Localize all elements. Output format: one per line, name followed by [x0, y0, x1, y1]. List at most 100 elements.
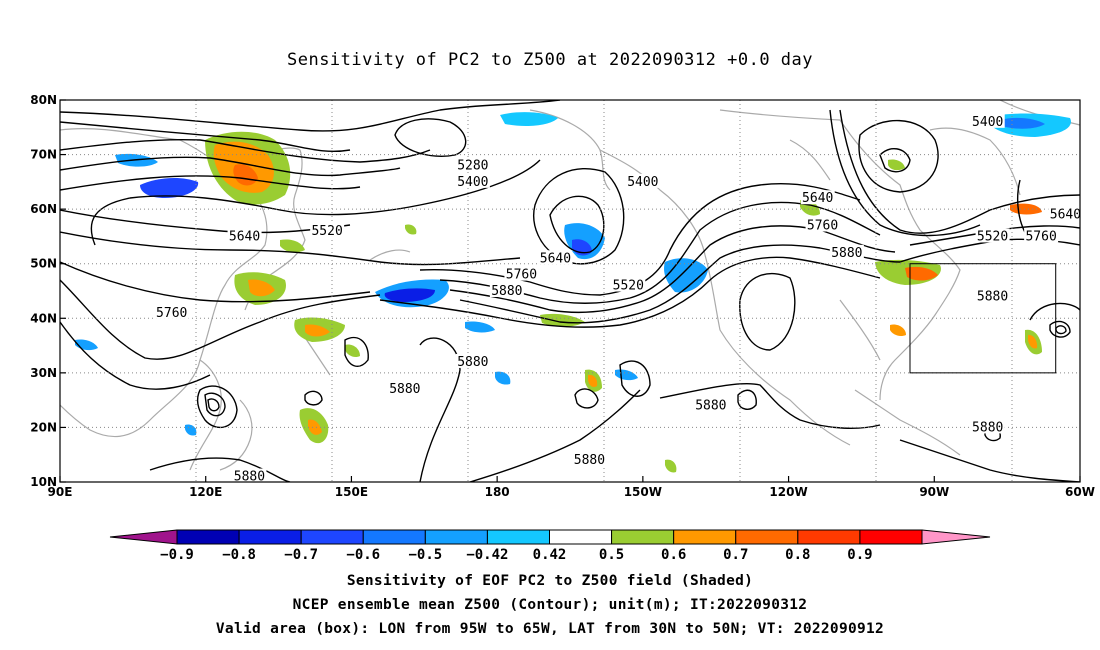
colorbar-segment	[424, 529, 488, 545]
colorbar-segment	[549, 529, 613, 545]
contour-label: 5880	[831, 246, 862, 261]
colorbar-label: −0.6	[346, 547, 380, 563]
contour-label-bg	[455, 353, 490, 368]
footer-line-2: NCEP ensemble mean Z500 (Contour); unit(…	[292, 597, 808, 613]
contour-label: 5760	[506, 268, 537, 283]
map-axes: 90E 120E 150E 180 150W 120W 90W 60W 80N 70N 60N 50N…	[30, 93, 1095, 499]
lat-tick-label: 60N	[30, 202, 57, 216]
contour-label-bg	[227, 228, 262, 243]
contour-label: 5520	[977, 229, 1008, 244]
contour-label-bg	[489, 283, 524, 297]
contour-label-bg	[829, 244, 864, 259]
lon-tick-label: 60W	[1065, 485, 1095, 499]
colorbar-label: −0.9	[160, 547, 194, 563]
contour-labels: 5280540055205640576056405760588054005520…	[154, 113, 1083, 485]
contour-label: 5520	[613, 279, 644, 294]
colorbar-arrow-low	[109, 529, 178, 545]
lon-tick-label: 90E	[48, 485, 73, 499]
contour-label-bg	[538, 250, 573, 265]
colorbar-label: 0.42	[533, 547, 567, 563]
lat-tick-label: 40N	[30, 311, 57, 325]
contour-label-bg	[387, 381, 422, 396]
contour-label-bg	[800, 190, 835, 205]
contour-label: 5880	[972, 420, 1003, 435]
contour-label: 5640	[1050, 208, 1081, 223]
contour-label-bg	[1048, 206, 1083, 221]
contour-label-bg	[572, 452, 607, 467]
contour-label: 5520	[311, 224, 342, 239]
contour-label-bg	[310, 222, 345, 237]
colorbar-segment	[859, 529, 923, 545]
contour-label: 5880	[574, 453, 605, 468]
lon-tick-label: 180	[485, 485, 510, 499]
colorbar: −0.9 −0.8 −0.7 −0.6 −0.5 −0.42 0.42 0.5 0.6 0.7 0.…	[109, 529, 991, 563]
contour-label: 5760	[807, 219, 838, 234]
colorbar-label: 0.9	[847, 547, 872, 563]
contour-label: 5880	[491, 284, 522, 299]
colorbar-segment	[735, 529, 799, 545]
colorbar-label: −0.5	[408, 547, 442, 563]
colorbar-segment	[797, 529, 861, 545]
lat-tick-label: 80N	[30, 93, 57, 107]
colorbar-segment	[362, 529, 426, 545]
footer-line-1: Sensitivity of EOF PC2 to Z500 field (Sh…	[346, 573, 754, 589]
contour-label: 5640	[802, 191, 833, 206]
contour-label: 5400	[457, 175, 488, 190]
lat-tick-label: 20N	[30, 420, 57, 434]
colorbar-label: 0.8	[785, 547, 810, 563]
contour-label-bg	[1024, 228, 1059, 243]
colorbar-label: 0.7	[723, 547, 748, 563]
lon-tick-label: 120E	[189, 485, 222, 499]
contour-label: 5880	[389, 382, 420, 397]
contour-label: 5760	[156, 306, 187, 321]
valid-area-box	[909, 263, 1057, 374]
contour-label: 5760	[1025, 229, 1056, 244]
contour-label: 5400	[627, 175, 658, 190]
lon-tick-label: 120W	[769, 485, 807, 499]
contour-label-bg	[975, 288, 1010, 303]
lon-tick-label: 90W	[919, 485, 949, 499]
contour-label-bg	[154, 304, 189, 319]
lon-tick-label: 150W	[624, 485, 662, 499]
colorbar-label: −0.42	[466, 547, 508, 563]
colorbar-label: 0.5	[599, 547, 624, 563]
contour-label-bg	[455, 173, 490, 188]
contour-label-bg	[611, 277, 646, 292]
lon-tick-label: 150E	[335, 485, 368, 499]
contour-label: 5400	[972, 115, 1003, 130]
contour-label: 5280	[457, 158, 488, 173]
colorbar-label: −0.7	[284, 547, 318, 563]
colorbar-segment	[238, 529, 302, 545]
colorbar-segment	[300, 529, 364, 545]
contour-label: 5880	[695, 399, 726, 414]
contour-label: 5640	[229, 229, 260, 244]
colorbar-segment	[176, 529, 240, 545]
colorbar-segment	[611, 529, 675, 545]
map-frame	[59, 99, 1081, 483]
lat-tick-label: 50N	[30, 257, 57, 271]
colorbar-label: −0.8	[222, 547, 256, 563]
contour-label-bg	[504, 266, 539, 281]
contour-label-bg	[975, 228, 1010, 243]
contour-label-bg	[455, 157, 490, 172]
lat-tick-label: 30N	[30, 366, 57, 380]
contour-label-bg	[970, 113, 1005, 128]
footer-line-3: Valid area (box): LON from 95W to 65W, L…	[215, 621, 885, 637]
colorbar-segment	[673, 529, 737, 545]
contour-label-bg	[232, 468, 267, 483]
contour-label: 5640	[540, 251, 571, 266]
coastlines	[60, 100, 1080, 471]
contour-label: 5880	[977, 289, 1008, 304]
contour-label: 5880	[457, 355, 488, 370]
lat-tick-label: 70N	[30, 148, 57, 162]
colorbar-arrow-high	[921, 529, 991, 545]
contour-label-bg	[805, 217, 840, 232]
map-title: Sensitivity of PC2 to Z500 at 2022090312…	[286, 50, 813, 70]
contour-label: 5880	[234, 470, 265, 485]
colorbar-label: 0.6	[661, 547, 686, 563]
contour-label-bg	[625, 173, 660, 188]
colorbar-segment	[486, 529, 550, 545]
lat-tick-label: 10N	[30, 475, 57, 489]
contour-label-bg	[970, 419, 1005, 434]
